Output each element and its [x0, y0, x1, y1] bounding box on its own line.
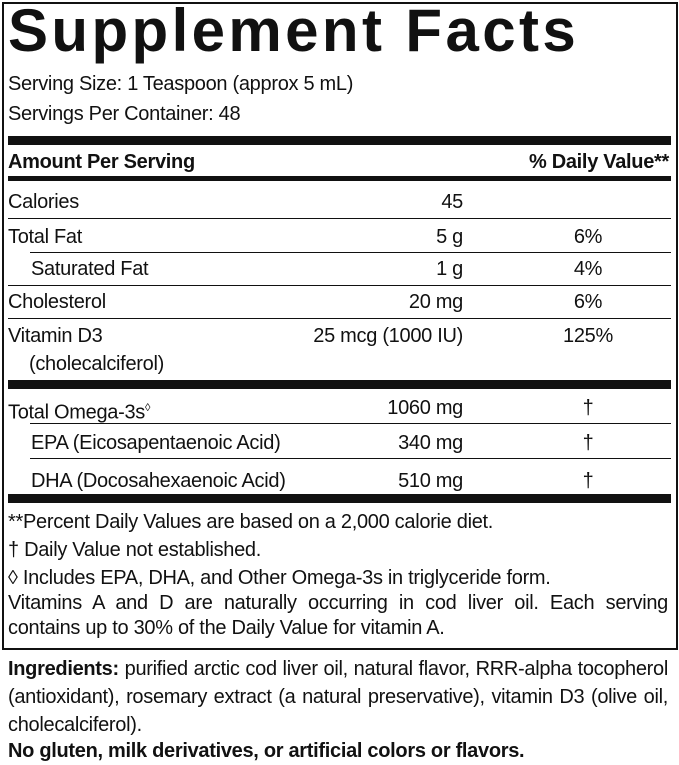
row-name: Total Omega-3s◊ [8, 396, 150, 425]
row-dv: 4% [573, 258, 603, 280]
row-name: DHA (Docosahexaenoic Acid) [31, 470, 286, 492]
row-name-sub: (cholecalciferol) [29, 353, 164, 375]
row-dv: 6% [573, 226, 603, 248]
row-amount: 1 g [436, 258, 463, 280]
ingredients: Ingredients: purified arctic cod liver o… [8, 655, 668, 739]
divider-medium [8, 176, 671, 181]
servings-per-container: Servings Per Container: 48 [8, 103, 241, 125]
divider-thin [30, 252, 671, 253]
diamond-mark: ◊ [144, 402, 151, 414]
row-dv: † [582, 397, 594, 419]
row-dv: 125% [563, 325, 613, 347]
divider-thick [8, 136, 671, 145]
row-dv: † [582, 470, 594, 492]
row-name: Saturated Fat [31, 258, 149, 280]
row-name: EPA (Eicosapentaenoic Acid) [31, 432, 281, 454]
row-dv: † [582, 432, 594, 454]
row-dv: 6% [573, 291, 603, 313]
row-name: Cholesterol [8, 291, 106, 313]
row-amount: 45 [441, 191, 463, 213]
divider-thick [8, 380, 671, 389]
row-amount: 20 mg [408, 291, 463, 313]
row-name: Total Fat [8, 226, 82, 248]
supplement-facts-panel [2, 2, 678, 650]
ingredients-label: Ingredients: [8, 658, 119, 680]
row-amount: 25 mcg (1000 IU) [313, 325, 463, 347]
row-name-text: Total Omega-3s [8, 401, 145, 424]
footnote: **Percent Daily Values are based on a 2,… [8, 511, 494, 533]
row-amount: 510 mg [398, 470, 463, 492]
header-daily-value: % Daily Value** [528, 151, 669, 173]
header-amount: Amount Per Serving [8, 151, 195, 173]
row-amount: 1060 mg [387, 397, 463, 419]
row-amount: 5 g [436, 226, 463, 248]
ingredients-text: purified arctic cod liver oil, natural f… [8, 658, 668, 736]
divider-thin [30, 458, 671, 459]
divider-thin [8, 318, 671, 319]
row-name: Calories [8, 191, 79, 213]
divider-thin [8, 285, 671, 286]
divider-thick [8, 494, 671, 503]
divider-thin [8, 218, 671, 219]
footnote: ◊ Includes EPA, DHA, and Other Omega-3s … [8, 567, 551, 589]
row-amount: 340 mg [398, 432, 463, 454]
row-name: Vitamin D3 [8, 325, 103, 347]
serving-size: Serving Size: 1 Teaspoon (approx 5 mL) [8, 73, 354, 95]
panel-title: Supplement Facts [8, 0, 580, 64]
footnote: Vitamins A and D are naturally occurring… [8, 592, 668, 639]
footnote: † Daily Value not established. [8, 539, 262, 561]
divider-thin [30, 423, 671, 424]
allergen-note: No gluten, milk derivatives, or artifici… [8, 740, 525, 762]
